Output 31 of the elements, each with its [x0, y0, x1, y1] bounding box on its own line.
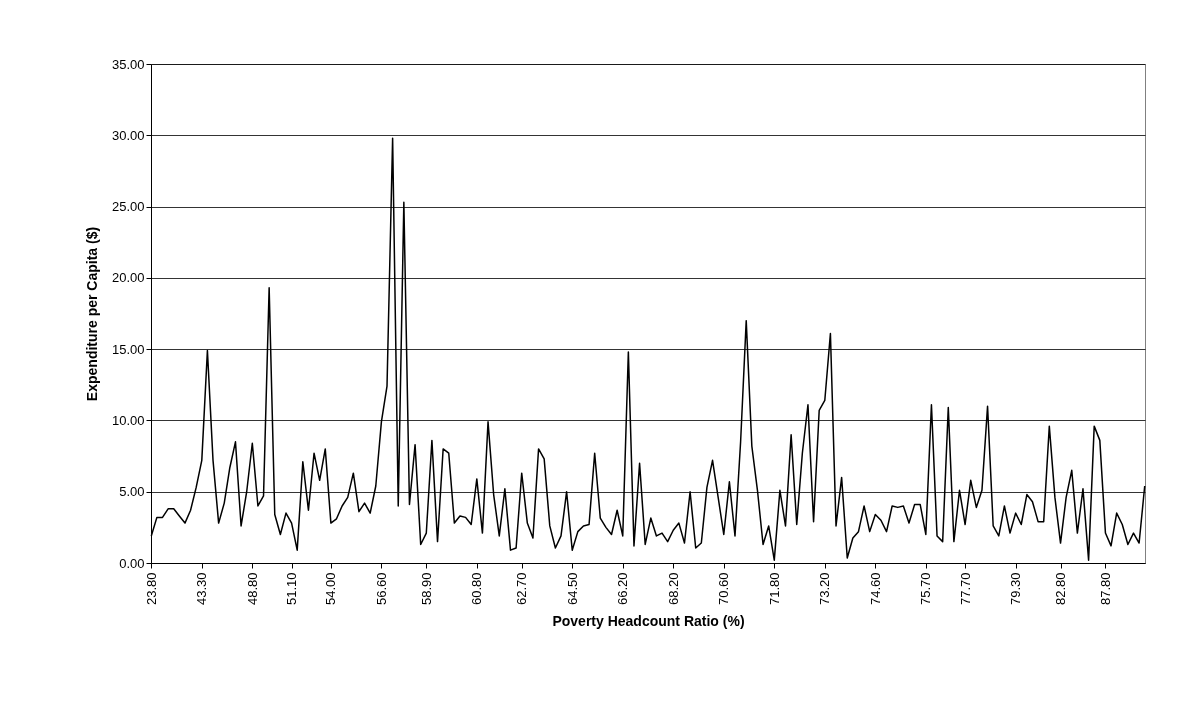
x-tick-label: 43.30 [194, 572, 210, 606]
y-tick-label: 20.00 [111, 270, 145, 286]
x-tick-label: 82.80 [1053, 572, 1069, 606]
x-tick-label: 66.20 [615, 572, 631, 606]
y-axis-title: Expenditure per Capita ($) [83, 226, 100, 402]
x-tick-label: 75.70 [918, 572, 934, 606]
x-tick-label: 71.80 [766, 572, 782, 606]
y-tick-label: 35.00 [111, 56, 145, 72]
x-tick-label: 54.00 [323, 572, 339, 606]
x-tick-label: 74.60 [867, 572, 883, 606]
y-tick-label: 10.00 [111, 412, 145, 428]
x-tick-label: 56.60 [373, 572, 389, 606]
y-tick-label: 25.00 [111, 199, 145, 215]
y-tick-label: 15.00 [111, 341, 145, 357]
x-tick-label: 79.30 [1008, 572, 1024, 606]
x-tick-label: 77.70 [957, 572, 973, 606]
x-tick-label: 23.80 [143, 572, 159, 606]
x-tick-label: 64.50 [564, 572, 580, 606]
x-tick-label: 87.80 [1097, 572, 1113, 606]
x-tick-label: 70.60 [716, 572, 732, 606]
x-tick-label: 51.10 [284, 572, 300, 606]
x-tick-label: 73.20 [817, 572, 833, 606]
x-tick-label: 48.80 [244, 572, 260, 606]
y-tick-label: 30.00 [111, 127, 145, 143]
x-axis-title: Poverty Headcount Ratio (%) [552, 613, 745, 630]
x-tick-label: 62.70 [514, 572, 530, 606]
x-tick-label: 58.90 [418, 572, 434, 606]
y-tick-label: 0.00 [119, 555, 145, 571]
x-tick-label: 60.80 [469, 572, 485, 606]
x-tick-label: 68.20 [665, 572, 681, 606]
y-tick-label: 5.00 [119, 484, 145, 500]
